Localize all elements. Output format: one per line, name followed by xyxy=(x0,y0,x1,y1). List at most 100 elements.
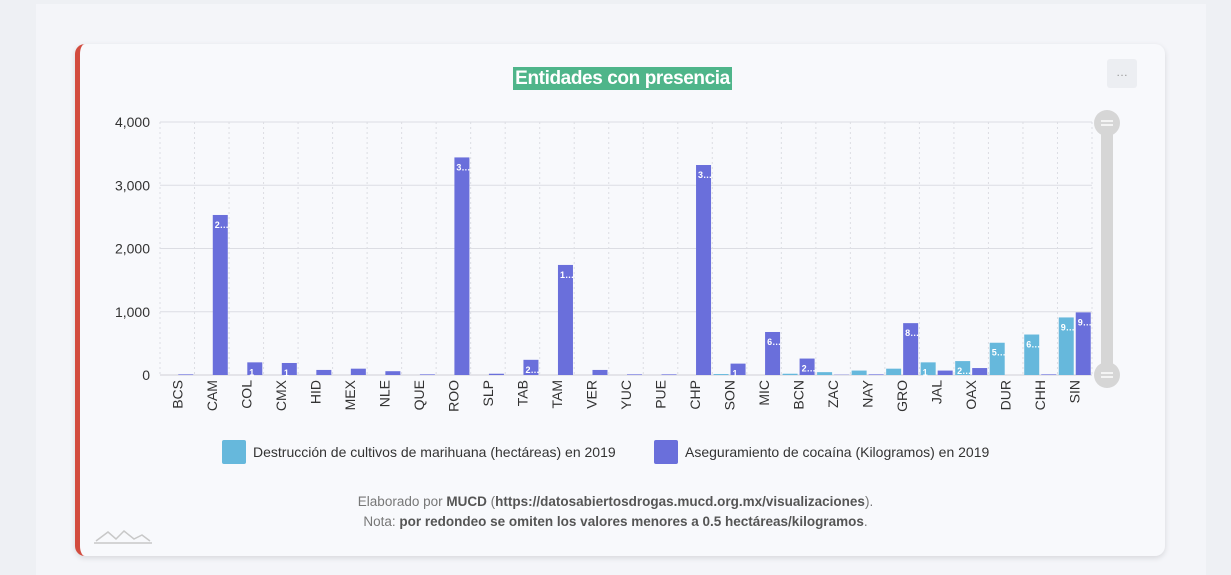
footer-org: MUCD xyxy=(446,494,487,509)
x-tick-label: BCN xyxy=(791,380,807,410)
data-label: 1 xyxy=(284,368,289,378)
x-tick-label: SLP xyxy=(480,380,496,406)
footer-note: Nota: por redondeo se omiten los valores… xyxy=(0,514,1231,529)
bar-chh-series-2[interactable] xyxy=(1041,374,1057,375)
zoom-handle-top[interactable] xyxy=(1094,110,1120,136)
data-label: 2… xyxy=(802,364,816,374)
bar-nay-series-1[interactable] xyxy=(851,370,867,375)
data-label: 1 xyxy=(733,369,738,379)
bar-cmx-series-2[interactable] xyxy=(281,362,297,375)
bar-tab-series-2[interactable] xyxy=(523,359,539,375)
bar-zac-series-1[interactable] xyxy=(817,372,833,375)
x-tick-label: QUE xyxy=(411,380,427,410)
footer-suffix: ). xyxy=(864,494,874,509)
bar-nay-series-2[interactable] xyxy=(868,374,884,375)
footer-source: Elaborado por MUCD (https://datosabierto… xyxy=(0,494,1231,509)
x-tick-label: MIC xyxy=(756,380,772,406)
bar-hid-series-2[interactable] xyxy=(316,369,332,375)
bar-sin-series-1[interactable] xyxy=(1058,317,1074,375)
bar-oax-series-1[interactable] xyxy=(955,361,971,375)
footer-prefix: Elaborado por xyxy=(357,494,447,509)
x-tick-label: ZAC xyxy=(825,380,841,408)
bar-gro-series-1[interactable] xyxy=(886,368,902,375)
bar-nle-series-2[interactable] xyxy=(385,371,401,375)
bar-chp-series-2[interactable] xyxy=(696,165,712,375)
note-text: por redondeo se omiten los valores menor… xyxy=(399,514,864,529)
data-label: 1 xyxy=(923,367,928,377)
chart-title: Entidades con presencia xyxy=(513,67,732,90)
zoom-handle-bottom[interactable] xyxy=(1094,362,1120,388)
bar-yuc-series-2[interactable] xyxy=(627,374,642,375)
bar-que-series-2[interactable] xyxy=(419,374,435,375)
x-tick-label: CAM xyxy=(204,380,220,411)
chart-card: Entidades con presencia … xyxy=(75,44,1165,556)
bar-mic-series-2[interactable] xyxy=(765,331,781,375)
more-options-button[interactable]: … xyxy=(1107,59,1137,88)
x-tick-label: HID xyxy=(307,380,323,404)
x-tick-label: BCS xyxy=(169,380,185,409)
note-suffix: . xyxy=(863,514,868,529)
bar-mex-series-2[interactable] xyxy=(350,368,366,375)
bar-col-series-2[interactable] xyxy=(247,362,263,375)
bar-gro-series-2[interactable] xyxy=(903,323,919,375)
y-tick-label: 1,000 xyxy=(115,304,150,320)
bar-bcs-series-2[interactable] xyxy=(178,374,194,375)
x-tick-label: CHH xyxy=(1032,380,1048,410)
zoom-slider[interactable] xyxy=(1094,110,1120,388)
bar-bcn-series-1[interactable] xyxy=(782,373,798,375)
bar-sin-series-2[interactable] xyxy=(1075,312,1091,375)
y-axis: 4,000 3,000 2,000 1,000 0 xyxy=(115,114,150,383)
bar-ver-series-2[interactable] xyxy=(592,369,608,375)
x-tick-label: MEX xyxy=(342,379,358,410)
x-tick-label: NLE xyxy=(376,380,392,407)
data-label: 2… xyxy=(215,220,229,230)
x-tick-label: YUC xyxy=(618,380,634,410)
x-tick-label: ROO xyxy=(445,380,461,412)
x-tick-label: GRO xyxy=(894,380,910,412)
bar-pue-series-2[interactable] xyxy=(661,374,677,375)
bar-son-series-1[interactable] xyxy=(713,374,729,375)
x-tick-label: COL xyxy=(238,380,254,409)
x-tick-label: TAM xyxy=(549,380,565,409)
x-tick-label: JAL xyxy=(929,380,945,404)
data-label: 6… xyxy=(1026,340,1040,350)
bar-tam-series-2[interactable] xyxy=(557,264,573,375)
bar-slp-series-2[interactable] xyxy=(488,373,504,375)
bar-dur-series-1[interactable] xyxy=(989,342,1005,375)
bar-oax-series-2[interactable] xyxy=(972,368,988,375)
bar-jal-series-1[interactable] xyxy=(920,362,936,375)
footer-url-link[interactable]: https://datosabiertosdrogas.mucd.org.mx/… xyxy=(495,494,865,509)
gridlines xyxy=(159,121,1093,376)
zoom-slider-track[interactable] xyxy=(1101,123,1113,375)
bar-jal-series-2[interactable] xyxy=(937,370,953,375)
footer-paren: ( xyxy=(486,494,496,509)
legend-label-cocaina: Aseguramiento de cocaína (Kilogramos) en… xyxy=(685,444,990,460)
x-tick-label: CHP xyxy=(687,380,703,410)
bar-chh-series-1[interactable] xyxy=(1024,334,1040,375)
bar-bcn-series-2[interactable] xyxy=(799,358,815,375)
chart-title-wrap: Entidades con presencia xyxy=(80,67,1165,90)
data-label: 5… xyxy=(992,348,1006,358)
data-label: 1 xyxy=(249,367,254,377)
x-tick-label: DUR xyxy=(998,380,1014,410)
bar-cam-series-2[interactable] xyxy=(212,214,228,375)
x-axis: BCS CAM COL CMX HID MEX NLE QUE ROO SLP TAB TAM VER Y… xyxy=(169,379,1082,412)
data-label: 3… xyxy=(456,162,470,172)
ellipsis-icon: … xyxy=(1116,65,1128,79)
y-tick-label: 3,000 xyxy=(115,177,150,193)
data-label: 2… xyxy=(525,365,539,375)
x-tick-label: TAB xyxy=(514,380,530,406)
x-tick-label: PUE xyxy=(653,380,669,409)
y-tick-label: 2,000 xyxy=(115,241,150,257)
legend-label-marihuana: Destrucción de cultivos de marihuana (he… xyxy=(253,444,616,460)
legend-swatch-marihuana xyxy=(222,440,246,464)
x-tick-label: CMX xyxy=(273,379,289,411)
data-label: 2… xyxy=(957,366,971,376)
x-tick-label: OAX xyxy=(963,379,979,409)
data-label: 9… xyxy=(1078,317,1092,327)
bar-roo-series-2[interactable] xyxy=(454,157,470,375)
bar-son-series-2[interactable] xyxy=(730,363,746,375)
data-label: 3… xyxy=(698,170,712,180)
bars: 2… 1 1 3… 2… 1… 3… 1 6… 2… 8… 1 2… 5… 6… 9…9… xyxy=(178,157,1092,379)
x-tick-label: VER xyxy=(583,380,599,409)
